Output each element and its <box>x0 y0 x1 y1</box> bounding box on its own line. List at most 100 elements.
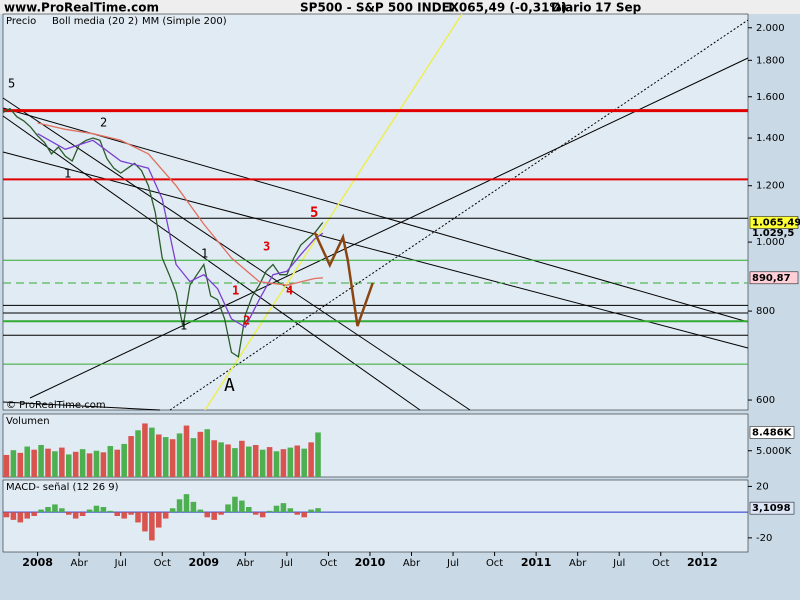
volume-bar <box>183 425 190 477</box>
trendline <box>2 115 421 411</box>
volume-bar <box>252 444 259 477</box>
volume-bar <box>38 444 44 477</box>
volume-bar <box>232 448 238 477</box>
macd-bar <box>93 505 100 513</box>
macd-bar <box>204 512 211 518</box>
macd-bar <box>239 500 245 513</box>
volume-bar <box>315 432 321 477</box>
wave-label: 1 <box>64 167 71 181</box>
volume-bar <box>93 450 100 477</box>
volume-bar <box>3 454 10 477</box>
x-tick-label: Abr <box>71 558 89 569</box>
x-tick-label: 2012 <box>687 556 718 569</box>
volume-bar <box>59 447 65 477</box>
volume-bar <box>17 452 24 477</box>
wave-label: 5 <box>8 77 15 91</box>
macd-bar <box>315 508 321 513</box>
copyright: © ProRealTime.com <box>6 400 106 411</box>
y-tick-label: 1.000 <box>756 237 785 248</box>
macd-bar <box>287 508 294 513</box>
y-tick-label: 800 <box>756 306 775 317</box>
macd-bar <box>121 512 127 519</box>
volume-bar <box>156 434 162 477</box>
wave-label: 5 <box>310 205 318 221</box>
price-line <box>313 231 374 327</box>
volume-bar <box>190 438 197 477</box>
value-label: 3,1098 <box>752 503 791 514</box>
price-line <box>3 107 324 358</box>
volume-bar <box>246 446 252 477</box>
macd-bar <box>59 508 65 513</box>
legend-entry: MM (Simple 200) <box>142 16 227 27</box>
x-tick-label: 2008 <box>22 556 53 569</box>
y-tick-label: 1.600 <box>756 92 785 103</box>
trendline <box>29 57 749 399</box>
x-tick-label: Oct <box>652 558 669 569</box>
volume-bar <box>128 436 134 477</box>
volume-bar <box>273 451 280 477</box>
volume-bar <box>107 446 114 477</box>
macd-bar <box>259 512 266 518</box>
macd-bar <box>294 512 301 515</box>
y-tick-label: 1.400 <box>756 133 785 144</box>
macd-panel <box>2 479 749 553</box>
volume-bar <box>45 448 51 477</box>
x-tick-label: Oct <box>486 558 503 569</box>
macd-bar <box>135 512 141 523</box>
x-tick-label: Jul <box>114 558 127 569</box>
volume-bar <box>266 447 273 477</box>
volume-bar <box>24 446 31 477</box>
macd-bar <box>211 512 217 520</box>
value-label: 1.065,49 <box>752 217 800 228</box>
macd-bar <box>31 512 37 516</box>
macd-bar <box>183 494 190 513</box>
wave-label: 1 <box>201 247 208 261</box>
value-label-box <box>749 216 799 229</box>
volume-bar <box>114 449 121 477</box>
macd-bar <box>308 509 314 513</box>
legend-entry: Precio <box>6 16 36 27</box>
macd-bar <box>10 512 17 520</box>
y-tick-label: 20 <box>756 481 769 492</box>
y-tick-label: -20 <box>756 533 772 544</box>
macd-bar <box>72 512 79 519</box>
macd-bar <box>301 512 307 518</box>
x-tick-label: Abr <box>403 558 421 569</box>
volume-bar <box>10 450 17 477</box>
volume-bar <box>225 444 231 477</box>
volume-bar <box>135 430 141 477</box>
site: www.ProRealTime.com <box>4 1 159 15</box>
volume-bar <box>280 449 287 477</box>
macd-bar <box>66 512 72 515</box>
macd-bar <box>52 504 58 513</box>
volume-bar <box>176 433 183 477</box>
value-label: 8.486K <box>752 427 793 438</box>
macd-bar <box>246 507 252 513</box>
macd-bar <box>24 512 31 519</box>
quote: 1.065,49 (-0,31%) <box>446 1 567 15</box>
x-tick-label: 2011 <box>521 556 552 569</box>
price-line <box>37 122 323 286</box>
period: Diario <box>551 1 591 15</box>
macd-bar <box>190 501 197 513</box>
legend-entry: Boll media (20 2) <box>52 16 138 27</box>
y-tick-label: 2.000 <box>756 23 785 34</box>
x-tick-label: Jul <box>612 558 625 569</box>
volume-bar <box>259 449 266 477</box>
volume-bar <box>294 445 301 477</box>
macd-bar <box>176 499 183 513</box>
wave-label: A <box>224 375 235 396</box>
volume-bar <box>79 449 86 477</box>
volume-bar <box>308 442 314 477</box>
volume-panel <box>2 413 749 478</box>
macd-bar <box>266 510 273 513</box>
volume-bar <box>121 443 127 477</box>
wave-label: 3 <box>263 240 270 254</box>
macd-bar <box>17 512 24 523</box>
macd-bar <box>86 509 93 513</box>
macd-bar <box>100 507 107 513</box>
legend-entry: MACD- señal (12 26 9) <box>6 482 119 493</box>
x-tick-label: Abr <box>237 558 255 569</box>
x-tick-label: 2009 <box>188 556 219 569</box>
